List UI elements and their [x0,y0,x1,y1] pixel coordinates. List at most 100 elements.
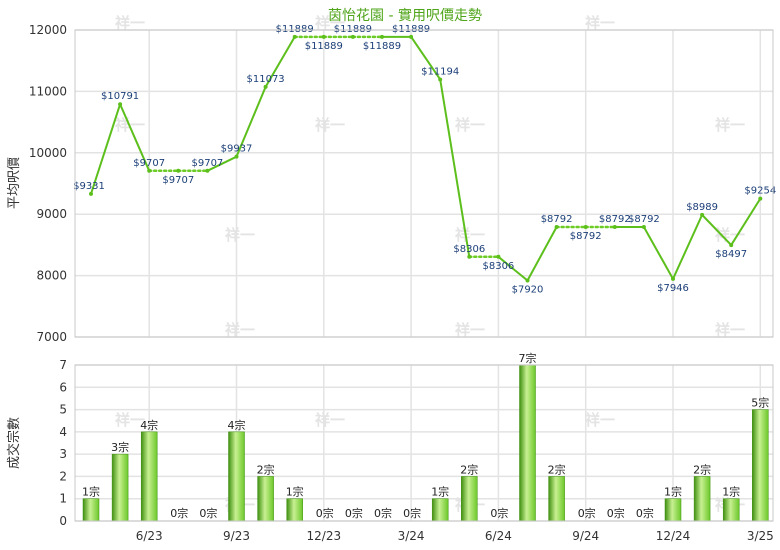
price-y-axis-label: 平均呎價 [7,157,22,209]
volume-bar [228,431,245,522]
price-point [525,278,530,283]
volume-bar [519,364,536,522]
price-point [263,84,268,89]
price-point [89,191,93,196]
volume-bar-label: 2宗 [460,462,478,476]
volume-y-tick-label: 5 [59,403,67,417]
price-data-label: $10791 [101,91,139,102]
volume-bar-label: 0宗 [345,506,363,520]
volume-y-tick-label: 6 [59,380,67,394]
volume-bar-label: 0宗 [490,506,508,520]
price-data-label: $8306 [453,244,485,255]
volume-bar-label: 0宗 [403,506,421,520]
price-line-segment [90,103,122,195]
volume-bar-label: 2宗 [693,462,711,476]
price-line-segment [672,214,704,280]
price-point [380,34,384,39]
volume-bar [461,476,478,522]
volume-y-tick-label: 4 [59,425,67,439]
volume-y-tick-label: 0 [59,514,67,528]
price-points [89,34,763,283]
volume-bar-label: 0宗 [199,506,217,520]
volume-bar-label: 1宗 [82,485,100,499]
price-data-label: $9707 [191,158,223,169]
volume-bar-label: 7宗 [519,351,537,365]
volume-bar [752,409,769,522]
price-point [205,168,210,173]
price-point [554,224,559,229]
price-point [234,154,239,159]
x-tick-label: 9/24 [572,529,599,543]
watermark-text: 祥一 [225,321,255,339]
x-tick-label: 6/24 [485,529,512,543]
price-y-tick-label: 7000 [36,330,67,344]
price-y-tick-label: 10000 [29,146,67,160]
volume-bar-labels: 1宗 3宗 4宗 0宗 0宗 4宗 2宗 1宗 0宗 0宗 0宗 0宗 1宗 2宗 0宗 7宗 2宗 0宗 0宗 0宗… [82,351,769,520]
watermark-text: 祥一 [715,116,745,134]
price-data-labels: $9331 $10791 $9707 $9707 $9707 $9937 $11073 $11… [73,24,776,296]
price-line-segment [643,226,674,280]
watermark-text: 祥一 [585,14,615,32]
price-line-segment [235,86,267,158]
price-data-label: $9937 [221,144,253,155]
volume-bar-label: 1宗 [286,485,304,499]
price-point [467,254,472,259]
volume-bar-label: 1宗 [431,485,449,499]
price-line-segment [264,36,296,88]
x-tick-label: 3/24 [398,529,425,543]
volume-bar-label: 4宗 [140,418,158,432]
volume-bar [664,498,682,522]
price-data-label: $9254 [744,186,776,197]
x-tick-label: 12/23 [307,529,342,543]
price-y-tick-label: 11000 [29,84,67,98]
price-data-label: $11073 [247,74,285,85]
volume-bar [286,498,303,522]
volume-bar-label: 0宗 [374,506,392,520]
price-line-segment [206,155,237,172]
price-y-tick-label: 12000 [29,23,67,37]
volume-bar-label: 1宗 [722,485,740,499]
watermark-text: 祥一 [455,226,485,244]
price-data-label: $8306 [482,261,514,272]
price-point [641,224,646,229]
volume-y-axis-ticks: 0 1 2 3 4 5 6 7 [59,358,67,528]
volume-y-tick-label: 7 [59,358,67,372]
price-data-label: $9331 [73,181,105,192]
volume-bar-label: 0宗 [316,506,334,520]
price-point [700,212,705,217]
volume-bar-label: 0宗 [607,506,625,520]
volume-y-axis-label: 成交宗數 [6,417,22,469]
price-point [147,168,152,173]
watermark-text: 祥一 [315,14,345,32]
volume-bar-label: 2宗 [548,462,566,476]
watermark-text: 祥一 [715,226,745,244]
price-data-label: $11889 [276,24,314,35]
volume-bar-label: 1宗 [664,485,682,499]
price-point [321,34,326,39]
price-point [118,102,123,107]
price-line-series [90,35,762,282]
x-tick-label: 3/25 [747,529,774,543]
price-data-label: $8497 [715,249,747,260]
price-point [583,224,588,229]
volume-bar [111,453,129,522]
price-data-label: $9707 [162,175,194,186]
x-tick-label: 9/23 [223,529,250,543]
volume-bar-label: 4宗 [228,418,246,432]
price-line-segment [730,198,762,246]
price-data-label: $9707 [133,158,165,169]
watermark-layer: 祥一祥一祥一祥一祥一祥一祥一祥一祥一祥一祥一祥一祥一祥一祥一祥一祥一祥一祥一 [115,14,745,514]
volume-y-tick-label: 1 [59,492,67,506]
price-point [438,77,443,82]
price-data-label: $11194 [421,66,459,77]
volume-bar-label: 0宗 [578,506,596,520]
volume-plot-border [74,364,774,522]
price-y-axis-ticks: 7000 8000 9000 10000 11000 12000 [29,23,67,344]
volume-bar-label: 3宗 [111,440,129,454]
watermark-text: 祥一 [455,321,485,339]
price-line-segment [526,226,558,281]
price-data-label: $8792 [628,214,660,225]
price-data-label: $8792 [570,231,602,242]
price-data-label: $8792 [541,214,573,225]
